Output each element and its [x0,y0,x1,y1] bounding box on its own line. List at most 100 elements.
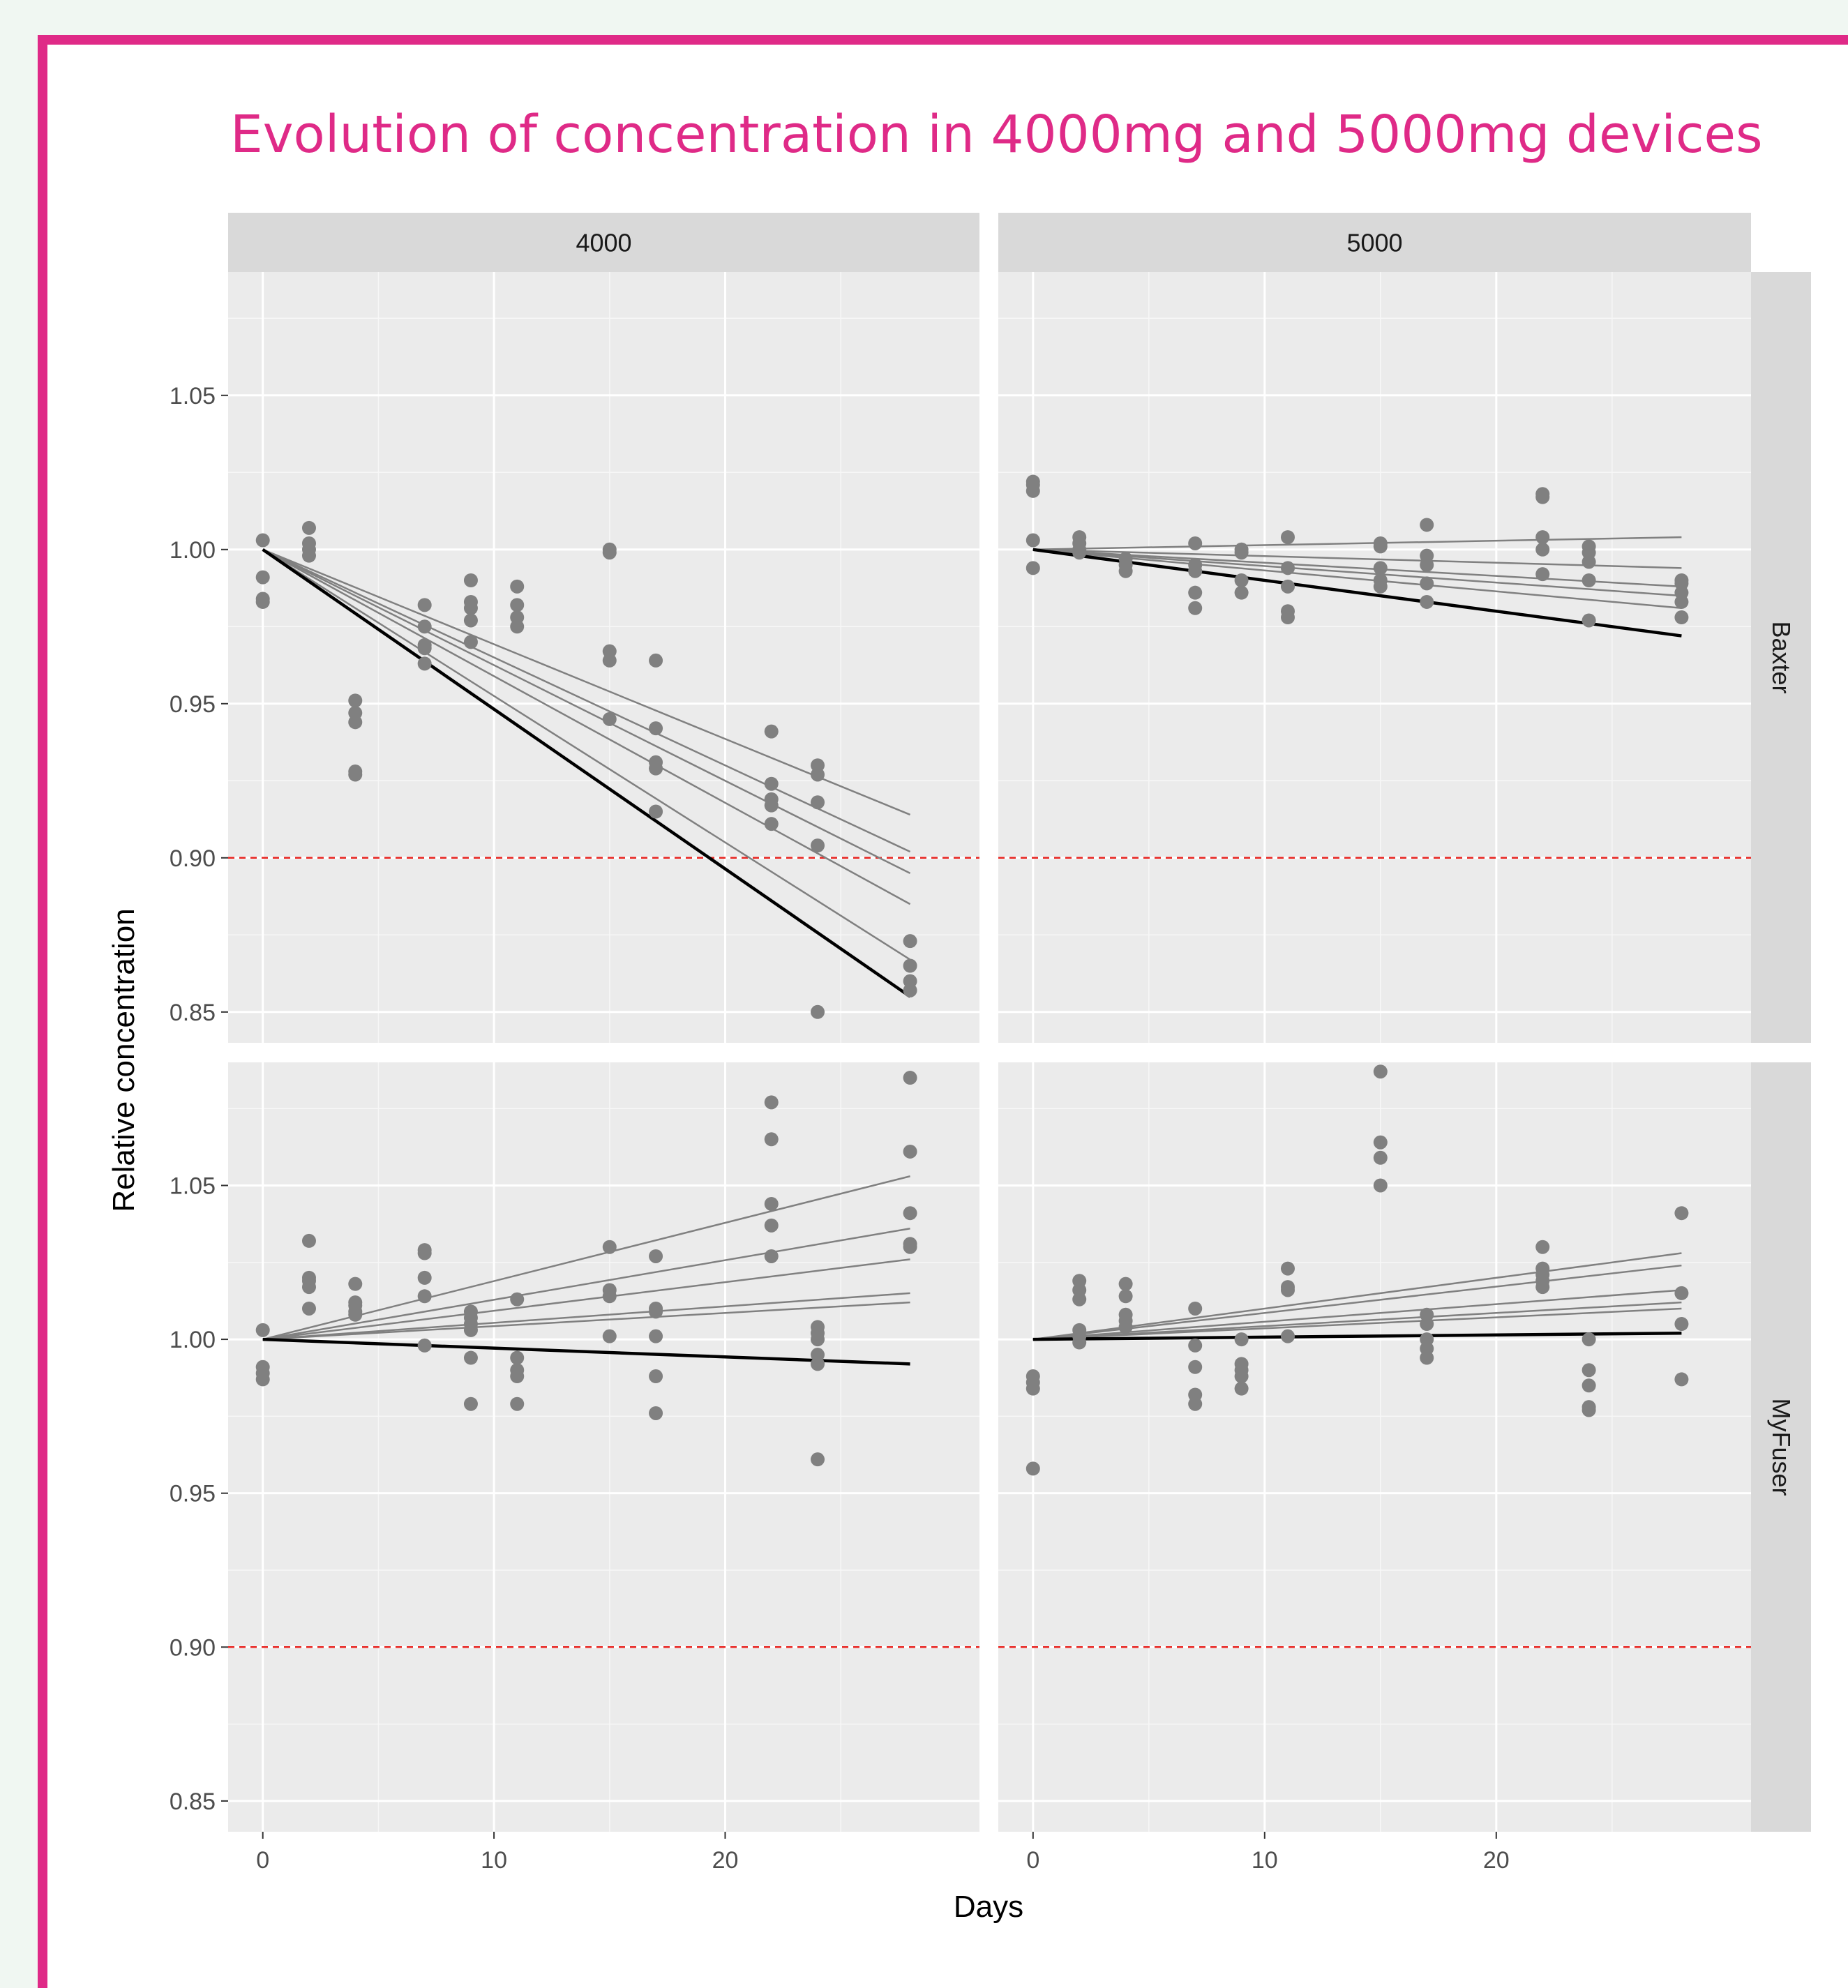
data-point [602,1240,617,1254]
fit-line [1032,1289,1682,1341]
data-point [417,619,432,634]
row-strip-label: MyFuser [1767,1398,1796,1496]
row-strip-bg [1751,272,1811,1043]
fit-line [262,548,911,905]
column-strip-bg [998,213,1751,272]
y-tick-label: 0.90 [170,1634,216,1661]
y-tick-label: 1.00 [170,537,216,564]
y-tick-label: 0.90 [170,845,216,872]
data-point [903,1071,917,1085]
data-point [510,1396,525,1411]
fit-line [262,1301,910,1341]
data-point [811,1004,825,1019]
y-tick-label: 1.00 [170,1327,216,1353]
data-point [1234,545,1249,560]
data-point [1118,1277,1133,1291]
panel-baxter-5000 [998,272,1751,1043]
data-point [764,817,779,831]
data-point [1281,1261,1295,1276]
x-axis-title: Days [954,1890,1023,1924]
y-tick-label: 1.05 [170,1173,216,1199]
fit-line [1032,1252,1682,1341]
y-tick-label: 0.85 [170,1000,216,1026]
data-point [1026,1381,1040,1396]
data-point [417,598,432,612]
data-point [1281,561,1295,575]
data-point [1281,1329,1295,1343]
data-point [510,1292,525,1306]
data-point [510,1369,525,1384]
data-point [1118,1320,1133,1334]
data-point [301,1280,316,1295]
fit-line [262,548,911,875]
data-point [1234,573,1249,587]
data-point [1072,1292,1087,1306]
data-point [348,1277,363,1291]
data-point [463,601,478,615]
data-point [510,598,525,612]
panel-myfuser-5000 [998,1062,1751,1832]
fit-line [262,548,911,853]
y-tick-label: 0.95 [170,1481,216,1507]
data-point [1234,1332,1249,1347]
data-point [903,983,917,997]
data-point [649,1249,663,1263]
chart-title: Evolution of concentration in 4000mg and… [230,105,1763,165]
data-point [1582,573,1596,587]
data-point [764,724,779,739]
data-point [463,1350,478,1365]
data-point [764,1249,779,1263]
data-point [255,1372,270,1387]
data-point [463,573,478,587]
x-tick-label: 10 [481,1847,507,1874]
data-point [764,1095,779,1110]
fit-line [262,1175,910,1341]
data-point [1234,1369,1249,1384]
y-axis-title: Relative concentration [107,908,141,1212]
data-point [1281,610,1295,625]
data-point [602,711,617,726]
data-point [903,1144,917,1159]
data-point [1373,561,1388,575]
data-point [1674,610,1689,625]
x-tick-label: 20 [712,1847,739,1874]
data-point [1188,536,1203,550]
data-point [602,1329,617,1343]
data-point [649,1329,663,1343]
panel-baxter-4000 [228,272,979,1043]
fit-line [262,1228,910,1341]
data-point [1674,1286,1689,1300]
mean-fit-line [1032,1332,1682,1341]
mean-fit-line [262,548,911,998]
data-point [1118,1289,1133,1304]
data-point [348,1307,363,1322]
data-point [255,570,270,585]
data-point [1188,564,1203,578]
data-point [1118,564,1133,578]
data-point [417,1338,432,1353]
data-point [1188,1360,1203,1374]
data-point [463,1396,478,1411]
data-point [301,520,316,535]
data-point [348,715,363,730]
data-point [1420,557,1434,572]
data-point [463,1323,478,1337]
data-point [811,1332,825,1347]
data-point [1188,1301,1203,1316]
fit-line [262,548,911,961]
data-point [1420,518,1434,532]
data-point [1535,542,1550,557]
y-tick-label: 0.85 [170,1789,216,1815]
fit-line [262,1292,910,1341]
data-point [764,776,779,791]
panel-myfuser-4000 [228,1062,979,1832]
column-strip-label: 4000 [576,229,631,257]
data-point [1582,1378,1596,1393]
data-point [463,613,478,628]
data-point [463,635,478,649]
fit-line [1032,548,1682,588]
data-point [649,761,663,776]
data-point [1026,561,1040,575]
data-point [1373,1135,1388,1150]
